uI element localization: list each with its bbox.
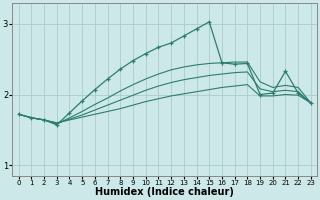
X-axis label: Humidex (Indice chaleur): Humidex (Indice chaleur) [95, 187, 234, 197]
